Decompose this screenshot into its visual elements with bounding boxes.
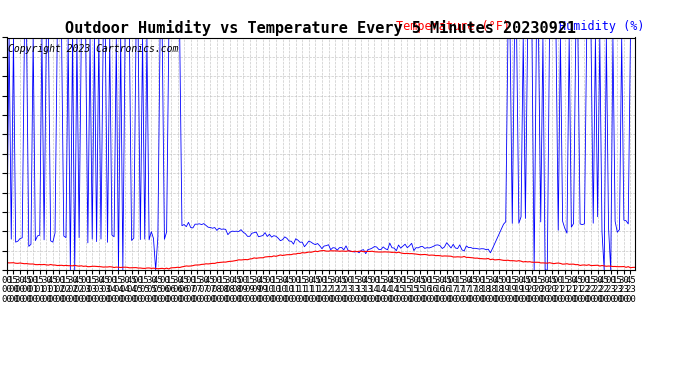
Text: Humidity (%): Humidity (%) — [560, 20, 645, 33]
Title: Outdoor Humidity vs Temperature Every 5 Minutes 20230921: Outdoor Humidity vs Temperature Every 5 … — [66, 20, 576, 36]
Text: Temperature (°F): Temperature (°F) — [396, 20, 510, 33]
Text: Copyright 2023 Cartronics.com: Copyright 2023 Cartronics.com — [8, 45, 179, 54]
